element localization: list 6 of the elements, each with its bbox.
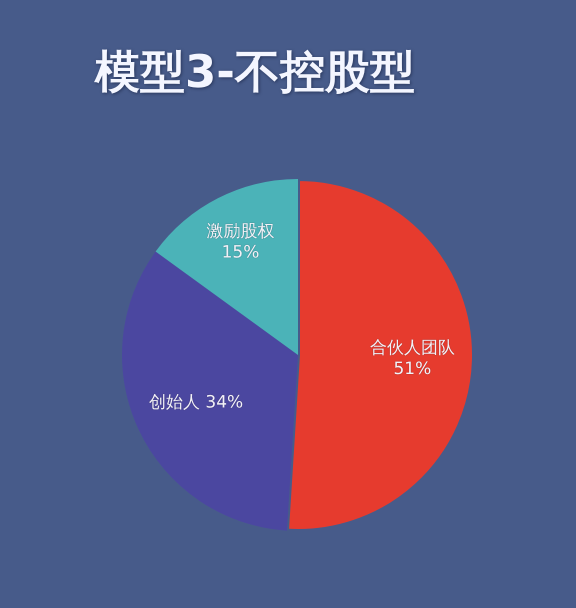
data-label: 51% bbox=[393, 359, 432, 380]
slice-label: 合伙人团队 bbox=[370, 338, 455, 358]
chart-title: 模型3-不控股型 bbox=[95, 44, 415, 100]
data-label: 15% bbox=[222, 242, 260, 263]
slice-label: 创始人 34% bbox=[148, 392, 244, 412]
slice-label: 激励股权 bbox=[206, 222, 274, 242]
